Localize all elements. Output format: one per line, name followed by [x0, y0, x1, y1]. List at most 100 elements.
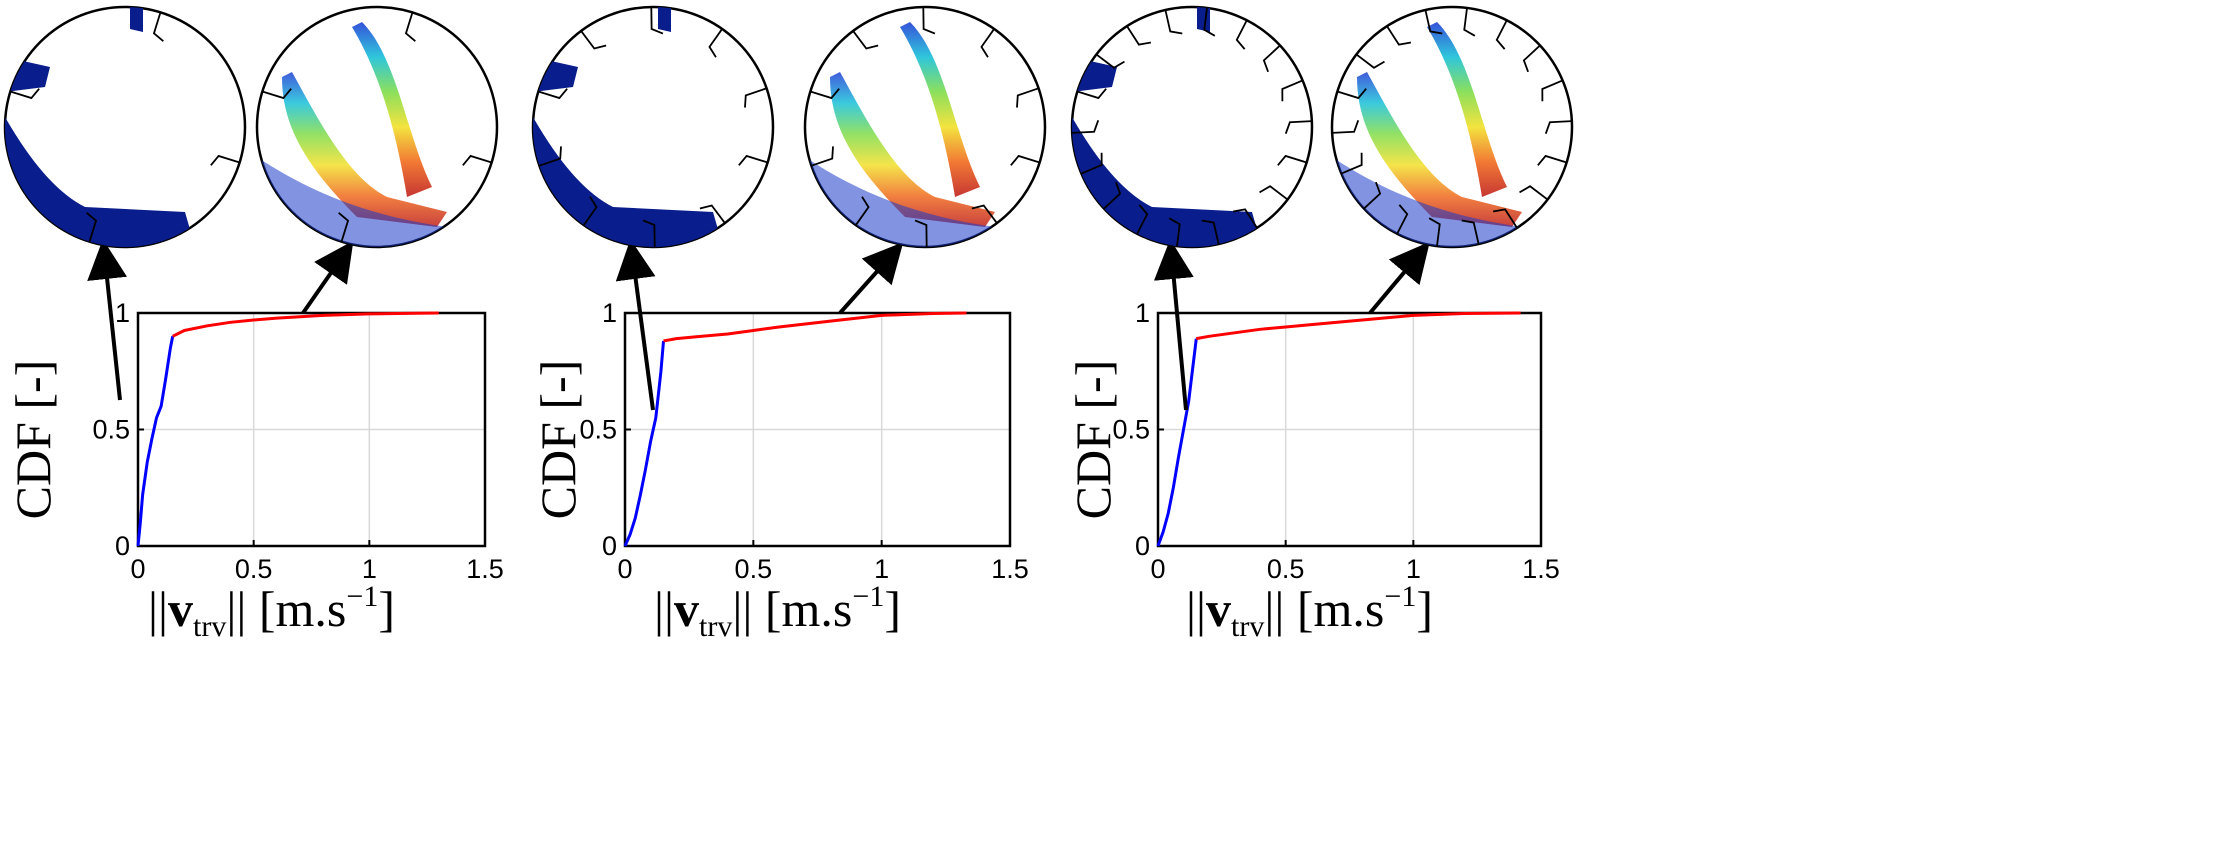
cdf-panel-3: 0 0.5 1 1.5 0 0.5 1 CDF [-] ||vtrv|| [m.s−1] — [1065, 239, 1560, 643]
lifter — [1072, 120, 1100, 134]
x-tick-label: 0.5 — [735, 554, 773, 584]
lifter — [210, 154, 240, 166]
cdf-panel-1: 0 0.5 1 1.5 0 0.5 1 CDF [-] ||vtrv|| [m.s−1] — [5, 239, 504, 643]
red-series-line — [172, 311, 439, 338]
lifter — [1396, 204, 1409, 235]
y-axis-title: CDF [-] — [5, 360, 61, 520]
lifter — [1077, 88, 1107, 100]
blue-series-line — [1156, 338, 1198, 547]
lifter — [539, 146, 562, 167]
lifter — [580, 30, 607, 50]
drum-snapshot-fast-particles — [803, 5, 1047, 249]
lifter — [642, 219, 656, 248]
red-series-line — [1196, 311, 1521, 341]
lifter — [1492, 208, 1518, 229]
drum-pair-2 — [531, 5, 1047, 249]
y-tick-label: 1 — [602, 298, 617, 328]
blue-series-line — [136, 336, 175, 547]
lifter — [1355, 53, 1385, 69]
y-axis-title: CDF [-] — [1065, 360, 1121, 520]
y-tick-label: 0 — [1135, 531, 1150, 561]
lifter — [708, 28, 723, 58]
y-tick-label: 0.5 — [92, 415, 130, 445]
lifter — [1010, 154, 1040, 166]
lifter — [1544, 120, 1572, 134]
lifter — [10, 88, 40, 100]
lifter — [744, 87, 767, 108]
lifter — [1095, 53, 1125, 69]
lifter — [1522, 44, 1541, 73]
y-tick-label: 1 — [1135, 298, 1150, 328]
drum-pair-3 — [1070, 5, 1574, 249]
arrow-to-slow-snapshot — [615, 239, 656, 411]
y-tick-label: 0 — [115, 531, 130, 561]
lifter — [855, 196, 870, 226]
lifter — [1168, 217, 1181, 247]
lifter — [1281, 79, 1303, 102]
lifter — [1259, 185, 1289, 201]
lifter — [1203, 7, 1216, 37]
lifter — [1277, 154, 1307, 166]
lifter — [1541, 79, 1563, 102]
lifter — [1341, 152, 1363, 175]
drum-snapshot-slow-particles — [3, 5, 247, 249]
lifter — [1495, 19, 1508, 50]
x-tick-label: 0 — [617, 554, 632, 584]
lifter — [738, 154, 768, 166]
lifter — [1164, 9, 1183, 35]
lifter — [852, 30, 879, 50]
x-tick-label: 1.5 — [991, 554, 1029, 584]
lifter — [980, 28, 995, 58]
x-tick-label: 1.5 — [1522, 554, 1560, 584]
lifter — [1463, 7, 1476, 37]
lifter — [1201, 219, 1220, 245]
x-tick-label: 1 — [1406, 554, 1421, 584]
lifter — [1081, 152, 1103, 175]
arrow-to-fast-snapshot — [838, 242, 904, 315]
arrow-to-fast-snapshot — [301, 240, 354, 315]
lifter — [914, 219, 928, 248]
lifter — [462, 154, 492, 166]
drum-snapshot-fast-particles — [255, 5, 499, 249]
lifter — [1284, 120, 1312, 134]
x-tick-label: 0.5 — [1267, 554, 1305, 584]
lifter — [1461, 219, 1480, 245]
arrow-to-slow-snapshot — [87, 239, 128, 401]
x-tick-label: 1 — [874, 554, 889, 584]
lifter — [1337, 88, 1367, 100]
lifter — [338, 212, 350, 242]
lifter — [583, 196, 598, 226]
lifter — [1232, 208, 1258, 229]
lifter — [1363, 181, 1382, 210]
x-tick-label: 0.5 — [235, 554, 273, 584]
red-series-line — [663, 311, 967, 343]
x-axis-title: ||vtrv|| [m.s−1] — [148, 580, 395, 643]
lifter — [1103, 181, 1122, 210]
lifter — [1262, 44, 1281, 73]
lifter — [1386, 25, 1412, 46]
lifter — [152, 12, 164, 42]
lifter — [922, 6, 936, 35]
drum-snapshot-slow-particles — [1070, 5, 1314, 249]
lifter — [699, 204, 726, 224]
x-tick-label: 1.5 — [466, 554, 504, 584]
lifter — [1126, 25, 1152, 46]
cdf-panel-2: 0 0.5 1 1.5 0 0.5 1 CDF [-] ||vtrv|| [m.s−1] — [530, 239, 1029, 643]
drum-snapshots-layer — [3, 5, 1574, 249]
lifter — [86, 212, 98, 242]
lifter — [404, 12, 416, 42]
lifter — [650, 6, 664, 35]
y-axis-title: CDF [-] — [530, 360, 586, 520]
x-tick-label: 0 — [130, 554, 145, 584]
arrow-to-fast-snapshot — [1368, 241, 1430, 315]
drum-snapshot-fast-particles — [1330, 5, 1574, 249]
lifter — [1424, 9, 1443, 35]
drum-snapshot-slow-particles — [531, 5, 775, 249]
lifter — [1235, 19, 1248, 50]
lifter — [538, 88, 568, 100]
y-tick-label: 0.5 — [579, 415, 617, 445]
drum-pair-1 — [3, 5, 499, 249]
lifter — [1016, 87, 1039, 108]
